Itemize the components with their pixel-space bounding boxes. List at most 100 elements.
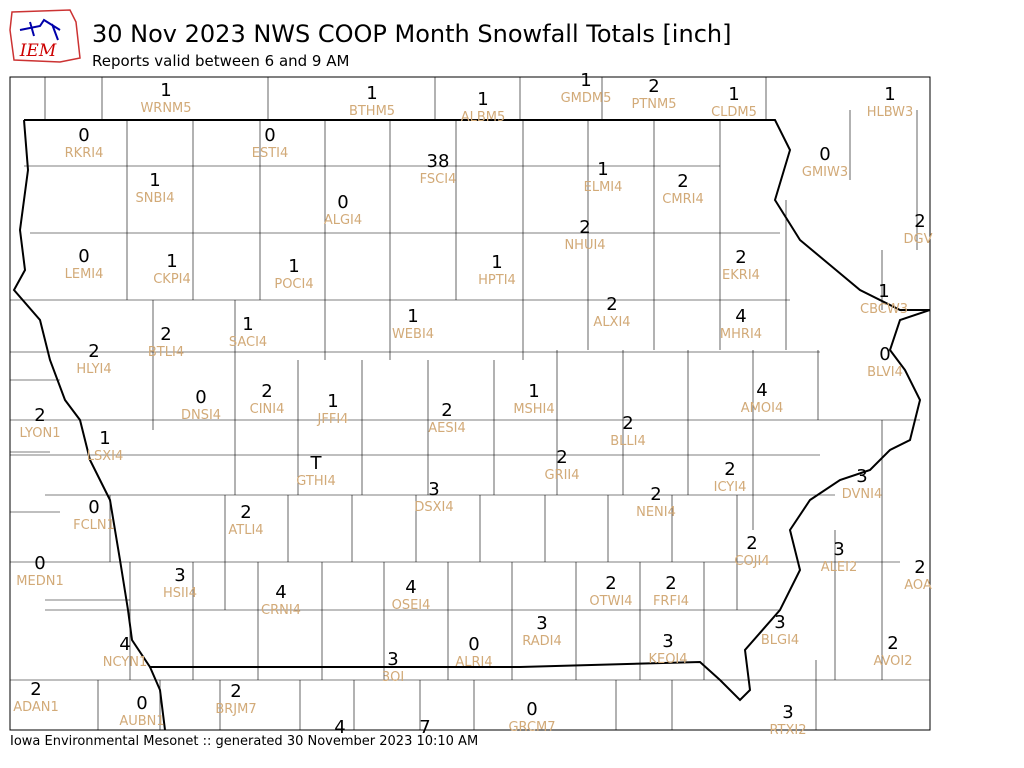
station-id: GTHI4	[296, 474, 335, 489]
station-value: 4	[756, 380, 767, 401]
station-id: PTNM5	[632, 97, 677, 112]
station-value: 0	[879, 344, 890, 365]
station-value: 3	[428, 479, 439, 500]
station-value: 0	[468, 634, 479, 655]
subtitle: Reports valid between 6 and 9 AM	[92, 52, 349, 70]
logo: IEM	[9, 9, 81, 63]
station-id: FCLN1	[73, 518, 115, 533]
station-id: DNSI4	[181, 408, 221, 423]
station-id: DSXI4	[414, 500, 453, 515]
station-id: 3OI	[382, 670, 404, 685]
station-id: WRNM5	[140, 101, 191, 116]
station-value: 2	[887, 633, 898, 654]
station-value: 4	[275, 582, 286, 603]
station-value: 0	[88, 497, 99, 518]
station-value: 38	[427, 151, 450, 172]
station-value: 2	[240, 502, 251, 523]
station-id: BLGI4	[761, 633, 799, 648]
map-frame	[9, 76, 931, 731]
station-value: 1	[166, 251, 177, 272]
station-value: 1	[491, 252, 502, 273]
station-value: 1	[597, 159, 608, 180]
station-id: ALBM5	[461, 110, 506, 125]
station-value: 3	[856, 466, 867, 487]
station-id: ALRI4	[455, 655, 492, 670]
station-value: 0	[819, 144, 830, 165]
station-id: BRJM7	[215, 702, 256, 717]
logo-text: IEM	[19, 41, 57, 61]
station-value: 0	[78, 246, 89, 267]
station-value: 0	[264, 125, 275, 146]
station-id: HSII4	[163, 586, 197, 601]
station-id: RTXI2	[769, 723, 806, 738]
station-value: 2	[914, 211, 925, 232]
station-id: LYON1	[20, 426, 61, 441]
station-value: 3	[774, 612, 785, 633]
station-id: ELMI4	[584, 180, 623, 195]
station-value: 0	[195, 387, 206, 408]
station-id: DGV	[904, 232, 933, 247]
station-value: 3	[387, 649, 398, 670]
station-value: 0	[526, 699, 537, 720]
station-id: POCI4	[274, 277, 313, 292]
station-id: CBCW3	[860, 302, 908, 317]
station-value: 2	[622, 413, 633, 434]
station-id: RADI4	[522, 634, 562, 649]
station-value: 2	[605, 573, 616, 594]
station-id: HPTI4	[478, 273, 516, 288]
station-id: GMDM5	[561, 91, 612, 106]
station-value: 3	[782, 702, 793, 723]
map	[10, 77, 930, 730]
station-id: NENI4	[636, 505, 676, 520]
station-value: 1	[99, 428, 110, 449]
station-id: BLLI4	[610, 434, 646, 449]
station-value: 2	[677, 171, 688, 192]
station-value: 1	[728, 84, 739, 105]
station-id: CLDM5	[711, 105, 757, 120]
station-value: 1	[327, 391, 338, 412]
station-value: 2	[30, 679, 41, 700]
station-value: 4	[119, 634, 130, 655]
station-id: BLVI4	[867, 365, 903, 380]
station-id: CRNI4	[261, 603, 301, 618]
station-value: 1	[149, 170, 160, 191]
station-id: OSEI4	[392, 598, 431, 613]
station-value: 2	[650, 484, 661, 505]
station-id: ATLI4	[228, 523, 263, 538]
station-id: BTHM5	[349, 104, 395, 119]
station-value: 2	[88, 341, 99, 362]
station-id: SACI4	[229, 335, 267, 350]
station-id: FSCI4	[420, 172, 457, 187]
station-id: JFFI4	[317, 412, 349, 427]
station-value: 1	[477, 89, 488, 110]
station-id: MSHI4	[513, 402, 554, 417]
station-value: 1	[366, 83, 377, 104]
station-id: FRFI4	[653, 594, 689, 609]
county-lines	[10, 77, 930, 730]
station-value: 2	[724, 459, 735, 480]
station-id: MHRI4	[720, 327, 762, 342]
station-value: 1	[878, 281, 889, 302]
station-value: 2	[606, 294, 617, 315]
station-value: 2	[746, 533, 757, 554]
station-value: 1	[884, 84, 895, 105]
station-id: HLYI4	[76, 362, 111, 377]
station-id: WEBI4	[392, 327, 434, 342]
station-value: 4	[405, 577, 416, 598]
station-value: 2	[556, 447, 567, 468]
station-id: SNBI4	[136, 191, 175, 206]
station-id: GRII4	[544, 468, 579, 483]
station-id: CMRI4	[662, 192, 703, 207]
station-value: 0	[34, 553, 45, 574]
station-id: ADAN1	[13, 700, 59, 715]
station-value: 0	[337, 192, 348, 213]
station-value: 3	[662, 631, 673, 652]
station-id: RKRI4	[65, 146, 104, 161]
station-value: 4	[334, 717, 345, 738]
title: 30 Nov 2023 NWS COOP Month Snowfall Tota…	[92, 20, 731, 48]
station-value: 1	[528, 381, 539, 402]
station-value: 2	[914, 557, 925, 578]
station-value: 3	[536, 613, 547, 634]
station-value: 2	[261, 381, 272, 402]
